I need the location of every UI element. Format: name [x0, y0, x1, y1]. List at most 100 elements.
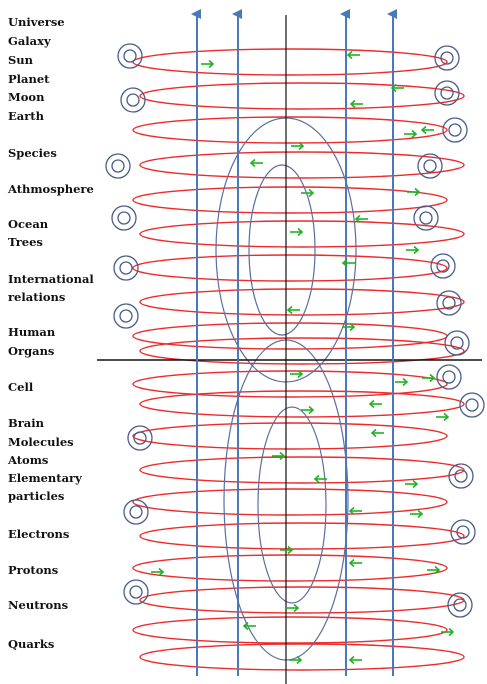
label-organs: Organs — [8, 344, 54, 358]
label-molecules: Molecules — [8, 435, 74, 449]
label-neutrons: Neutrons — [8, 598, 68, 612]
green-direction-arrows — [151, 50, 455, 665]
green-right-arrow — [422, 373, 436, 383]
coil-circle — [123, 499, 149, 525]
green-right-arrow — [272, 451, 286, 461]
label-quarks: Quarks — [8, 637, 54, 651]
helix-ring — [139, 82, 465, 110]
coil-circle — [434, 45, 460, 71]
green-left-arrow — [368, 399, 382, 409]
green-left-arrow — [348, 558, 362, 568]
helix-ring — [132, 186, 448, 214]
helix-ring — [139, 220, 465, 248]
label-human: Human — [8, 325, 56, 339]
green-right-arrow — [291, 141, 305, 151]
green-right-arrow — [301, 405, 315, 415]
coil-circle — [105, 153, 131, 179]
green-right-arrow — [290, 227, 304, 237]
helix-ring — [139, 390, 465, 418]
label-relations: relations — [8, 290, 65, 304]
label-trees: Trees — [8, 235, 43, 249]
label-moon: Moon — [8, 90, 45, 104]
green-right-arrow — [395, 377, 409, 387]
coil-circle — [459, 392, 485, 418]
coil-circle — [120, 87, 146, 113]
green-left-arrow — [313, 474, 327, 484]
helix-ring — [132, 422, 448, 450]
coil-circle — [436, 290, 462, 316]
green-right-arrow — [441, 627, 455, 637]
coil-circle — [113, 303, 139, 329]
helix-ring — [132, 616, 448, 644]
green-right-arrow — [342, 322, 356, 332]
helix-ring — [132, 48, 448, 76]
green-right-arrow — [410, 509, 424, 519]
green-left-arrow — [346, 50, 360, 60]
coil-circle — [413, 205, 439, 231]
green-right-arrow — [201, 59, 215, 69]
helix-ring — [132, 370, 448, 398]
label-galaxy: Galaxy — [8, 34, 51, 48]
upper-inner-loop — [248, 164, 316, 336]
green-right-arrow — [405, 479, 419, 489]
green-left-arrow — [420, 125, 434, 135]
coil-circle — [444, 330, 470, 356]
green-left-arrow — [354, 214, 368, 224]
label-species: Species — [8, 146, 57, 160]
green-right-arrow — [280, 545, 294, 555]
green-right-arrow — [407, 187, 421, 197]
scale-labels: Universe Galaxy Sun Planet Moon Earth Sp… — [7, 15, 94, 651]
label-atoms: Atoms — [7, 453, 48, 467]
helix-ring — [139, 522, 465, 550]
green-left-arrow — [348, 655, 362, 665]
green-right-arrow — [404, 129, 418, 139]
coil-circle — [111, 205, 137, 231]
helix-ring — [139, 337, 465, 365]
green-left-arrow — [286, 305, 300, 315]
coil-circle — [450, 519, 476, 545]
helix-ring — [139, 288, 465, 316]
label-planet: Planet — [8, 72, 50, 86]
label-ocean: Ocean — [8, 217, 49, 231]
coil-circle — [117, 43, 143, 69]
helix-ring — [132, 488, 448, 516]
helix-ring — [132, 116, 448, 144]
helix-ring — [132, 322, 448, 350]
label-electrons: Electrons — [8, 527, 69, 541]
label-brain: Brain — [8, 416, 45, 430]
green-right-arrow — [286, 603, 300, 613]
coil-circle — [447, 592, 473, 618]
coil-circle — [436, 364, 462, 390]
helix-ring — [139, 456, 465, 484]
helix-ring — [139, 586, 465, 614]
coil-circle — [123, 579, 149, 605]
label-cell: Cell — [8, 380, 34, 394]
coil-circles — [105, 43, 485, 618]
coil-circle — [127, 425, 153, 451]
coil-circle — [417, 153, 443, 179]
green-right-arrow — [289, 655, 303, 665]
coil-circle — [448, 463, 474, 489]
green-left-arrow — [249, 158, 263, 168]
helix-ring — [139, 151, 465, 179]
coil-circle — [113, 255, 139, 281]
coil-circle — [442, 117, 468, 143]
green-right-arrow — [290, 369, 304, 379]
label-earth: Earth — [8, 109, 45, 123]
green-right-arrow — [151, 567, 165, 577]
label-international: International — [8, 272, 94, 286]
green-right-arrow — [427, 565, 441, 575]
green-left-arrow — [349, 99, 363, 109]
label-protons: Protons — [8, 563, 58, 577]
green-left-arrow — [348, 506, 362, 516]
label-elementary: Elementary — [8, 471, 82, 485]
label-athmosphere: Athmosphere — [7, 182, 94, 196]
helix-ring — [132, 554, 448, 582]
green-left-arrow — [341, 258, 355, 268]
coil-circle — [430, 253, 456, 279]
green-left-arrow — [370, 428, 384, 438]
label-sun: Sun — [8, 53, 34, 67]
lower-inner-loop — [257, 406, 327, 604]
green-left-arrow — [390, 83, 404, 93]
